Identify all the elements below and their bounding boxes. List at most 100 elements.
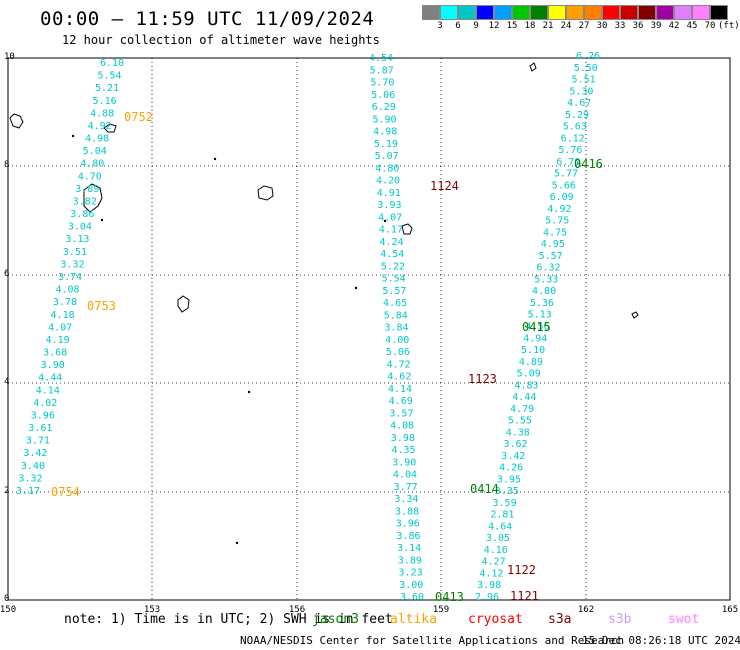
legend-swatch (566, 5, 584, 20)
lon-tick-label: 156 (289, 605, 305, 615)
wave-height-value: 3.68 (43, 348, 67, 359)
wave-height-value: 3.74 (58, 272, 82, 283)
wave-height-value: 3.89 (398, 555, 422, 566)
wave-height-value: 3.96 (31, 410, 55, 421)
wave-height-value: 3.88 (395, 506, 419, 517)
pass-time-label: 0415 (522, 320, 551, 334)
wave-height-value: 5.66 (552, 180, 576, 191)
wave-height-value: 6.26 (576, 51, 600, 62)
wave-height-value: 3.34 (394, 494, 418, 505)
wave-height-value: 3.77 (394, 482, 418, 493)
legend-swatch (710, 5, 728, 20)
wave-height-value: 4.98 (373, 127, 397, 138)
wave-height-value: 5.84 (384, 310, 408, 321)
wave-height-value: 3.86 (396, 531, 420, 542)
wave-height-value: 3.98 (477, 580, 501, 591)
wave-height-value: 3.98 (391, 433, 415, 444)
legend-label: 18 (524, 21, 536, 31)
wave-height-value: 5.55 (508, 416, 532, 427)
wave-height-value: 4.64 (488, 521, 512, 532)
wave-height-value: 4.02 (33, 398, 57, 409)
wave-height-value: 5.76 (558, 145, 582, 156)
wave-height-value: 3.13 (65, 234, 89, 245)
wave-height-value: 4.24 (380, 237, 404, 248)
legend-swatch (422, 5, 440, 20)
legend-label: 70 (704, 21, 716, 31)
island-dot (247, 390, 251, 394)
satellite-key-s3b: s3b (608, 612, 632, 627)
wave-height-value: 5.57 (539, 251, 563, 262)
wave-height-value: 4.14 (388, 384, 412, 395)
wave-height-value: 3.82 (73, 196, 97, 207)
wave-height-value: 4.07 (48, 322, 72, 333)
wave-height-value: 3.42 (23, 448, 47, 459)
wave-height-value: 5.33 (534, 274, 558, 285)
lon-tick-label: 159 (433, 605, 449, 615)
wave-height-value: 4.18 (51, 310, 75, 321)
wave-height-value: 5.50 (574, 63, 598, 74)
wave-height-value: 4.44 (512, 392, 536, 403)
wave-height-value: 6.10 (100, 58, 124, 69)
wave-height-value: 5.63 (563, 122, 587, 133)
wave-height-value: 5.70 (370, 78, 394, 89)
legend-label: 30 (596, 21, 608, 31)
wave-height-value: 5.07 (375, 151, 399, 162)
wave-height-value: 3.35 (495, 486, 519, 497)
wave-height-value: 4.20 (376, 176, 400, 187)
island-dot (213, 157, 217, 161)
lon-tick-label: 150 (0, 605, 16, 615)
wave-height-value: 4.89 (519, 357, 543, 368)
satellite-key-cryosat: cryosat (468, 612, 523, 627)
wave-height-value: 3.32 (18, 473, 42, 484)
island-outline (103, 123, 117, 133)
island-outline (83, 183, 103, 213)
legend-swatch (512, 5, 530, 20)
wave-height-value: 4.65 (383, 298, 407, 309)
wave-height-value: 3.61 (28, 423, 52, 434)
wave-height-value: 3.96 (396, 519, 420, 530)
island-outline (177, 295, 190, 313)
wave-height-value: 4.67 (567, 98, 591, 109)
legend-swatch (476, 5, 494, 20)
legend-label: 42 (668, 21, 680, 31)
pass-time-label: 0754 (51, 485, 80, 499)
legend-swatch (458, 5, 476, 20)
wave-height-value: 2.81 (490, 510, 514, 521)
wave-height-value: 4.54 (380, 249, 404, 260)
wave-height-value: 3.57 (389, 408, 413, 419)
wave-height-value: 4.83 (514, 380, 538, 391)
legend-label: 15 (506, 21, 518, 31)
island-dot (71, 134, 75, 138)
wave-height-value: 5.10 (521, 345, 545, 356)
wave-height-value: 4.80 (375, 163, 399, 174)
wave-height-value: 5.77 (554, 169, 578, 180)
wave-height-value: 5.06 (386, 347, 410, 358)
lon-tick-label: 153 (144, 605, 160, 615)
wave-height-value: 4.08 (55, 285, 79, 296)
legend-swatch (638, 5, 656, 20)
wave-height-value: 4.75 (543, 227, 567, 238)
wave-height-value: 5.21 (95, 83, 119, 94)
wave-height-value: 6.09 (550, 192, 574, 203)
wave-height-value: 5.87 (370, 65, 394, 76)
wave-height-value: 4.80 (80, 159, 104, 170)
wave-height-value: 5.54 (382, 274, 406, 285)
wave-height-value: 4.62 (387, 372, 411, 383)
wave-height-value: 5.22 (381, 261, 405, 272)
pass-time-label: 0752 (124, 110, 153, 124)
lon-tick-label: 162 (578, 605, 594, 615)
wave-height-value: 3.32 (60, 259, 84, 270)
wave-height-value: 4.16 (484, 545, 508, 556)
legend-swatch (530, 5, 548, 20)
wave-height-value: 4.44 (38, 373, 62, 384)
wave-height-value: 4.14 (36, 385, 60, 396)
legend-label: 6 (455, 21, 461, 31)
wave-height-value: 4.38 (506, 427, 530, 438)
wave-height-value: 4.72 (387, 359, 411, 370)
wave-height-value: 3.04 (68, 222, 92, 233)
wave-height-value: 4.19 (46, 335, 70, 346)
wave-height-value: 3.14 (397, 543, 421, 554)
wave-height-value: 5.90 (372, 114, 396, 125)
wave-height-value: 3.17 (16, 486, 40, 497)
wave-height-value: 3.84 (384, 323, 408, 334)
